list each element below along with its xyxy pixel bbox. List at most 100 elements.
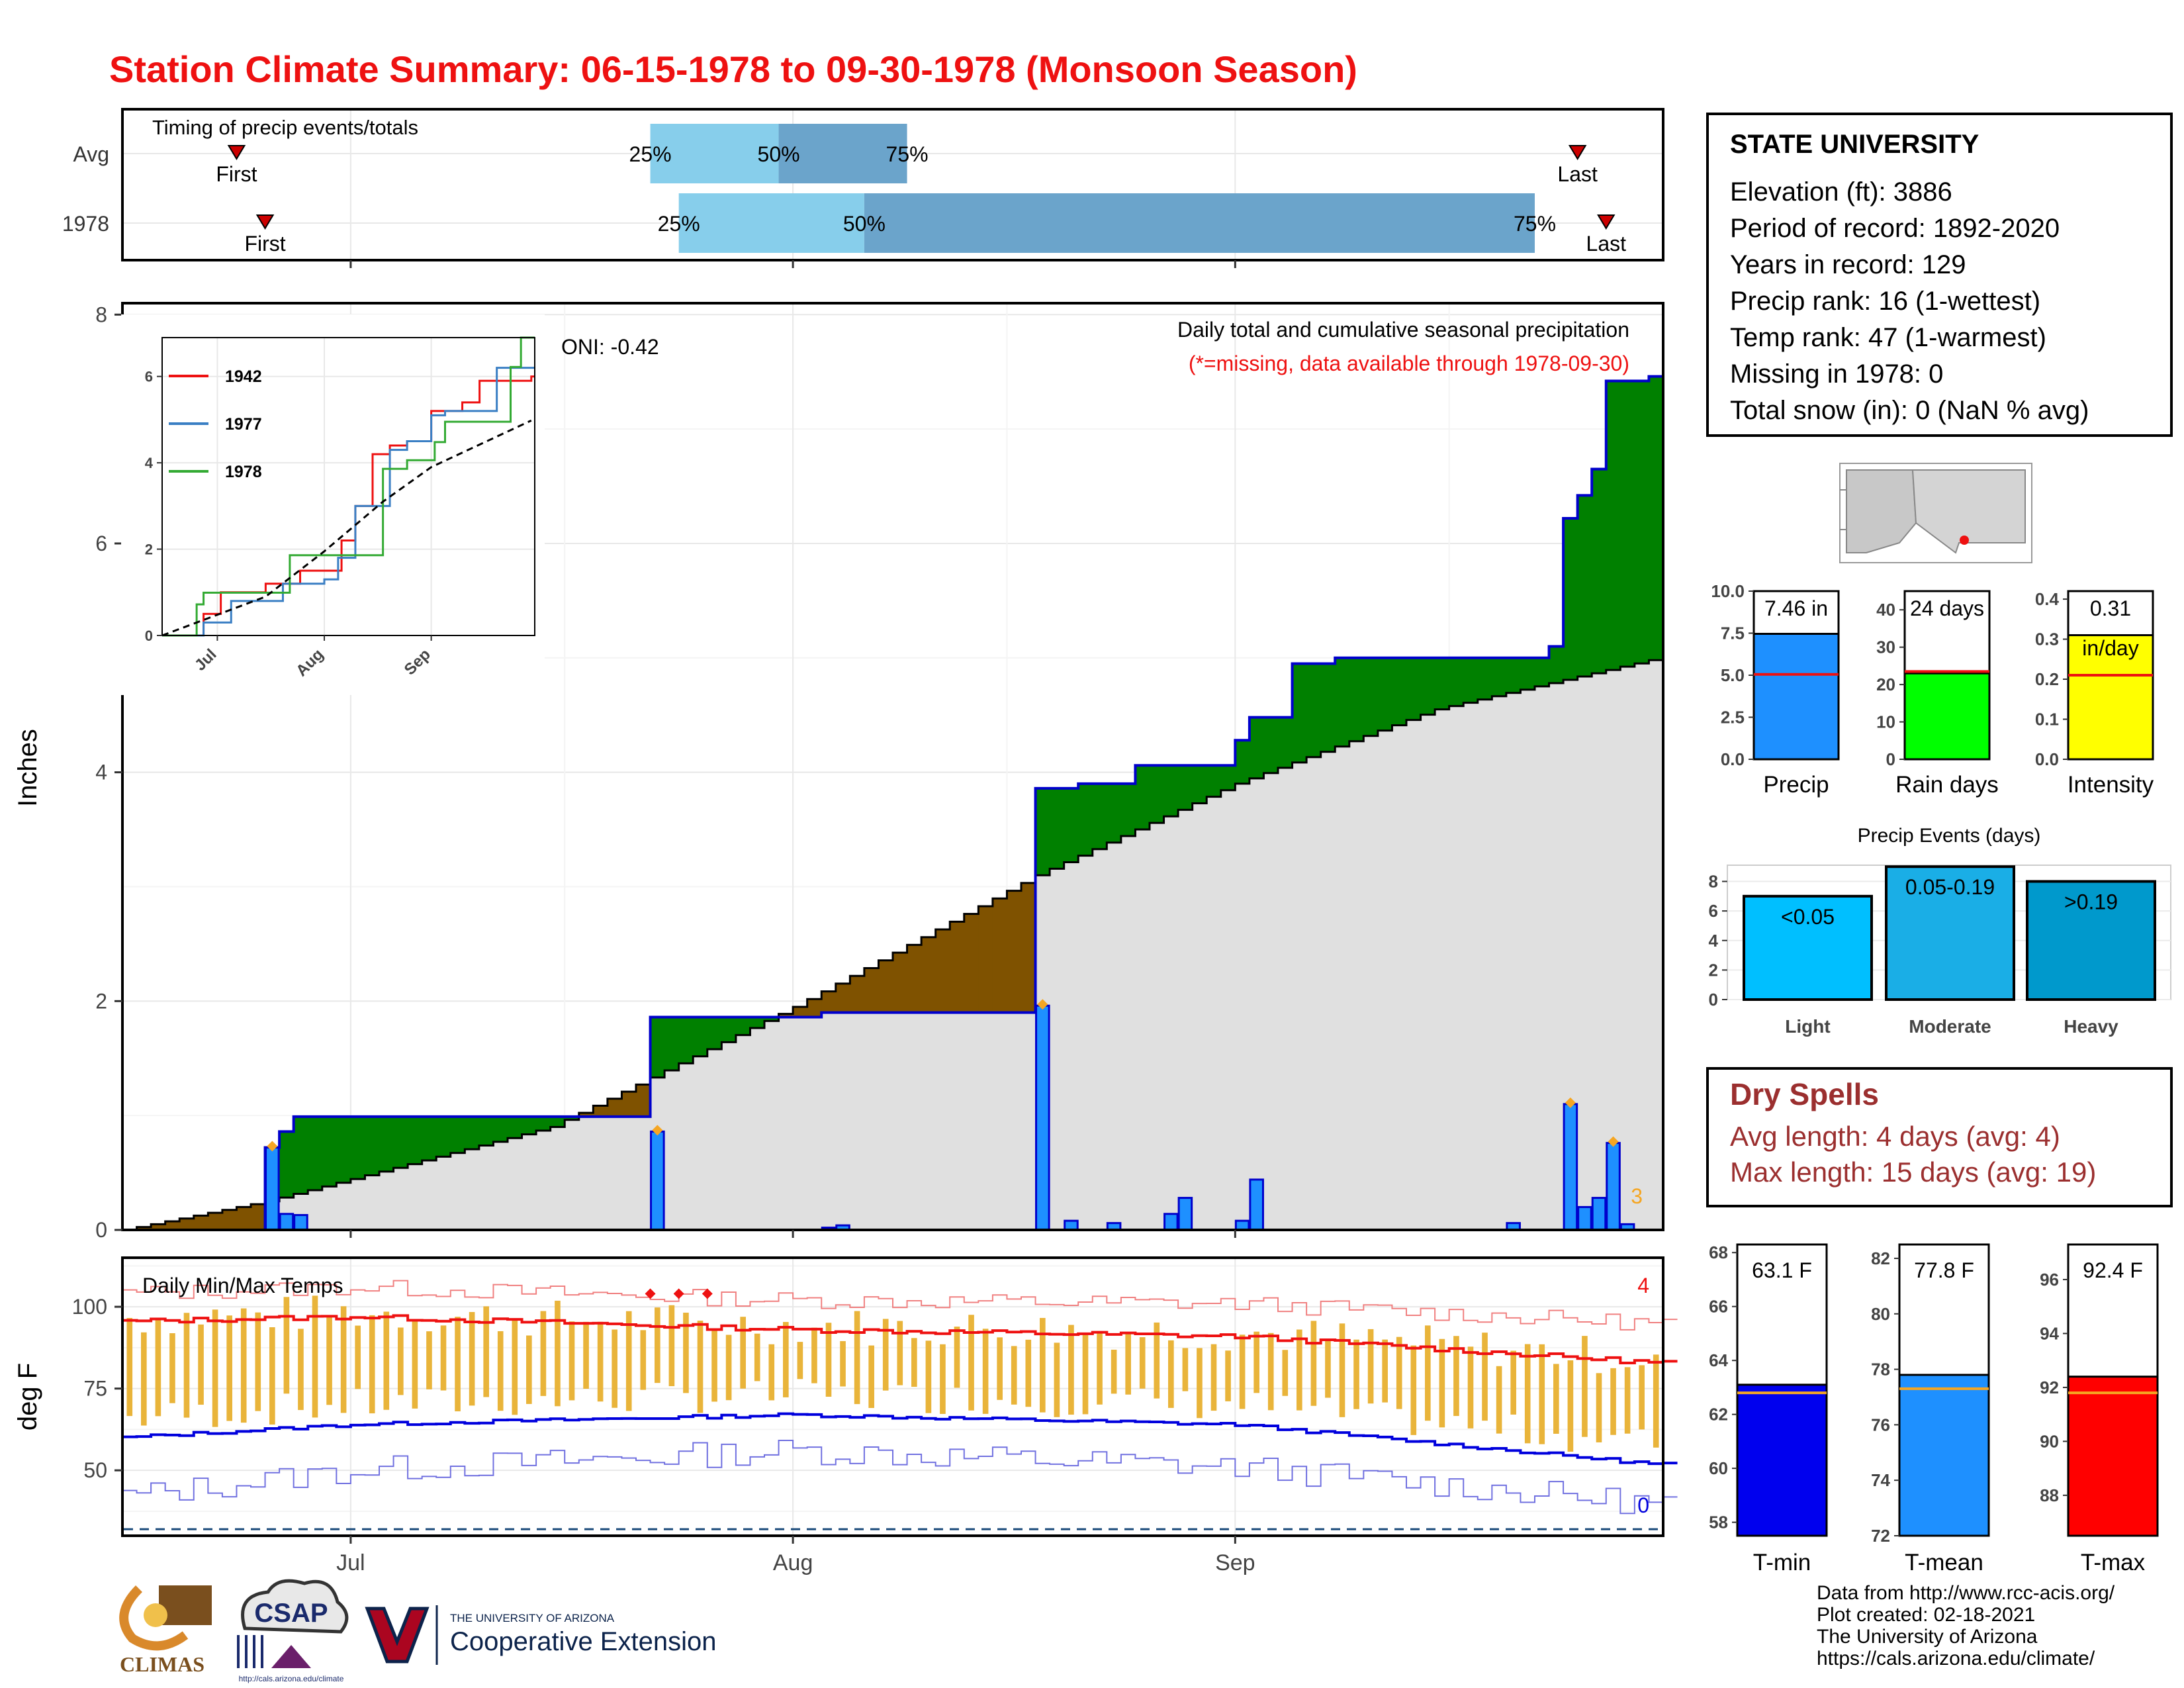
precip-events-y-tick-label: 2 xyxy=(1709,960,1718,980)
dry-spells-max-length: Max length: 15 days (avg: 19) xyxy=(1730,1156,2097,1188)
daily-temp-range-bar xyxy=(1624,1367,1631,1434)
daily-precip-marker xyxy=(1565,1097,1576,1108)
csap-cloud xyxy=(241,1579,349,1634)
daily-temp-range-bar xyxy=(1396,1336,1402,1409)
daily-temp-range-bar xyxy=(1439,1338,1445,1428)
daily-temp-range-bar xyxy=(1267,1333,1274,1411)
above-average-area xyxy=(1392,657,1407,726)
above-average-area xyxy=(1320,663,1336,752)
daily-precip-bar xyxy=(1234,1219,1250,1231)
above-average-area xyxy=(1449,657,1464,706)
daily-temp-range-bar xyxy=(968,1315,974,1411)
daily-temp-range-bar xyxy=(212,1309,218,1427)
below-average-area xyxy=(907,945,922,1013)
summary-bar-charts: 0.0 2.5 5.0 7.5 10.0 7.46 in Precip 0 10 20 30 40 24… xyxy=(1711,581,2154,798)
daily-temp-range-bar xyxy=(925,1340,932,1413)
above-average-area xyxy=(750,1017,765,1028)
climas-logo-text: CLIMAS xyxy=(120,1652,205,1676)
below-average-area xyxy=(593,1105,608,1117)
temp-summary-y-tick-label: 96 xyxy=(2040,1270,2059,1289)
university-of-arizona-logo: THE UNIVERSITY OF ARIZONA Cooperative Ex… xyxy=(365,1605,716,1665)
daily-temp-range-bar xyxy=(1040,1317,1046,1413)
daily-temp-range-bar xyxy=(226,1315,232,1421)
daily-temp-range-bar xyxy=(1310,1321,1317,1406)
station-temp-rank: Temp rank: 47 (1-warmest) xyxy=(1730,323,2046,352)
summary-bar-y-tick-label: 0.2 xyxy=(2035,669,2059,689)
daily-temp-range-bar xyxy=(668,1305,675,1387)
daily-temp-range-bar xyxy=(825,1323,832,1397)
above-average-area xyxy=(393,1116,408,1168)
csap-logo-text: CSAP xyxy=(254,1599,328,1628)
precip-events-bar-label: Moderate xyxy=(1909,1016,1991,1037)
below-average-area xyxy=(578,1113,594,1117)
daily-precip-bar xyxy=(1035,1004,1050,1231)
daily-temp-range-bar xyxy=(583,1321,589,1389)
temp-summary-value-label: 77.8 F xyxy=(1914,1258,1974,1282)
temp-summary-y-tick-label: 72 xyxy=(1871,1526,1890,1546)
daily-temp-range-bar xyxy=(1197,1348,1203,1419)
below-average-area xyxy=(151,1224,166,1230)
below-average-area xyxy=(179,1218,195,1230)
daily-temp-range-bar xyxy=(840,1340,846,1387)
above-average-area xyxy=(1477,657,1492,700)
daily-temp-range-bar xyxy=(1553,1364,1559,1434)
inset-series-lines xyxy=(161,336,535,637)
timing-last-marker xyxy=(1568,145,1587,160)
summary-bar-y-tick-label: 10.0 xyxy=(1711,581,1745,601)
summary-bar-y-tick-label: 0.0 xyxy=(2035,749,2059,769)
above-average-area xyxy=(1349,657,1364,741)
daily-temp-range-bar xyxy=(655,1307,660,1383)
daily-precip-marker xyxy=(652,1125,663,1136)
above-average-area xyxy=(1549,646,1564,683)
summary-bar-label: Intensity xyxy=(2068,772,2154,798)
daily-temp-range-bar xyxy=(526,1335,532,1404)
average-tmin-line xyxy=(122,1412,1678,1466)
above-average-area xyxy=(1492,657,1507,696)
precip-y-tick-label: 6 xyxy=(95,532,107,555)
temp-summary-y-tick-label: 88 xyxy=(2040,1485,2059,1505)
above-average-area xyxy=(1592,469,1607,674)
daily-temp-range-bar xyxy=(141,1332,147,1426)
daily-temp-range-bar xyxy=(854,1311,860,1405)
climas-logo-sun xyxy=(144,1603,167,1627)
daily-temp-range-bar xyxy=(754,1333,760,1382)
summary-bar-y-tick-label: 30 xyxy=(1876,637,1895,657)
daily-temp-range-bar xyxy=(298,1329,304,1411)
daily-temp-range-bar xyxy=(569,1321,575,1401)
daily-temp-range-bar xyxy=(940,1344,946,1414)
daily-temp-range-bar xyxy=(126,1317,133,1417)
above-average-area xyxy=(1577,495,1592,677)
below-average-area xyxy=(821,991,837,1013)
above-average-area xyxy=(1206,765,1222,797)
below-average-area xyxy=(950,921,965,1013)
daily-temp-range-bar xyxy=(954,1327,960,1388)
above-average-area xyxy=(721,1017,737,1043)
above-average-area xyxy=(1107,783,1122,843)
station-name: STATE UNIVERSITY xyxy=(1730,130,1979,159)
precip-events-bar-range: <0.05 xyxy=(1781,905,1835,929)
temp-climatology-lines xyxy=(122,1280,1678,1530)
daily-temp-range-bar xyxy=(1154,1322,1160,1399)
daily-precip-bar xyxy=(1177,1197,1193,1231)
summary-bar-y-tick-label: 20 xyxy=(1876,675,1895,694)
daily-temp-range-bar xyxy=(1225,1350,1231,1401)
below-average-area xyxy=(935,929,950,1013)
above-average-area xyxy=(408,1116,423,1164)
above-average-area xyxy=(1120,783,1136,836)
daily-precip-marker xyxy=(267,1141,278,1152)
daily-precip-marker xyxy=(1037,999,1048,1010)
daily-temp-range-bar xyxy=(1353,1339,1359,1409)
temp-x-tick-label: Jul xyxy=(336,1550,365,1575)
temp-count-top: 4 xyxy=(1637,1274,1649,1297)
temp-y-tick-label: 50 xyxy=(83,1458,107,1482)
below-average-area xyxy=(222,1209,238,1230)
daily-temp-range-bar xyxy=(312,1295,318,1418)
below-average-area xyxy=(778,1013,794,1017)
summary-bar-y-tick-label: 2.5 xyxy=(1721,708,1745,727)
summary-bar-rain-days xyxy=(1903,672,1991,761)
ua-line-2: Cooperative Extension xyxy=(450,1627,716,1656)
daily-temp-range-bar xyxy=(1068,1325,1074,1415)
temp-gridlines xyxy=(124,1259,1662,1534)
timing-panel: Timing of precip events/totals Avg 25% 50%… xyxy=(62,108,1664,268)
daily-temp-range-bar xyxy=(768,1344,775,1401)
